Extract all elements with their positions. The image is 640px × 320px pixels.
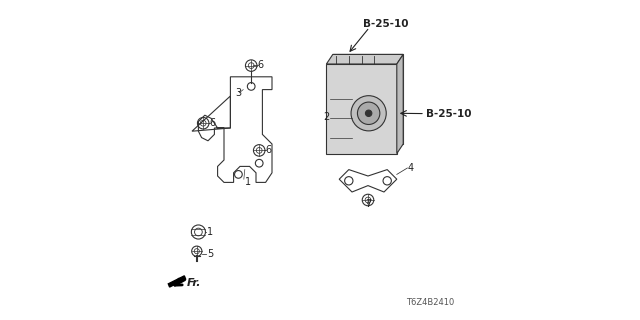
- Text: 4: 4: [408, 163, 414, 173]
- Text: 7: 7: [365, 199, 371, 209]
- Polygon shape: [333, 54, 403, 144]
- Polygon shape: [168, 276, 186, 287]
- Text: 6: 6: [210, 117, 216, 128]
- Circle shape: [365, 110, 372, 116]
- Text: B-25-10: B-25-10: [364, 19, 409, 29]
- Text: 6: 6: [266, 145, 272, 155]
- Circle shape: [351, 96, 387, 131]
- Polygon shape: [397, 54, 403, 154]
- Text: 2: 2: [323, 112, 330, 122]
- Polygon shape: [326, 54, 403, 64]
- Bar: [326, 64, 397, 154]
- Text: 3: 3: [236, 88, 241, 98]
- Text: 1: 1: [207, 227, 214, 237]
- Text: 1: 1: [245, 177, 251, 188]
- Text: 5: 5: [207, 249, 214, 260]
- Text: 6: 6: [258, 60, 264, 70]
- Text: B-25-10: B-25-10: [426, 108, 471, 119]
- Text: Fr.: Fr.: [187, 278, 202, 288]
- Circle shape: [357, 102, 380, 124]
- Text: T6Z4B2410: T6Z4B2410: [406, 298, 454, 307]
